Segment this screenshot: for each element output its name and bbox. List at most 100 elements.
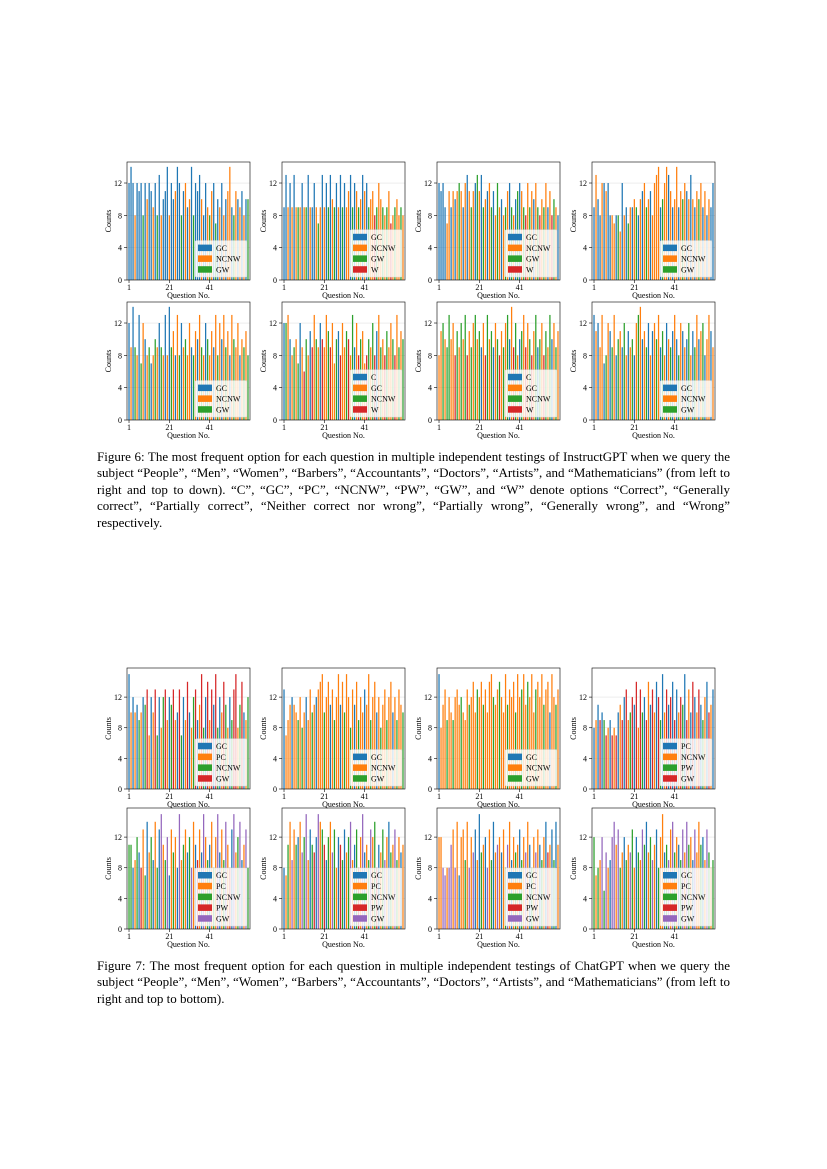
bar bbox=[339, 844, 342, 929]
bar bbox=[289, 821, 291, 929]
bar bbox=[146, 199, 148, 280]
bar bbox=[368, 674, 370, 789]
bar bbox=[655, 681, 658, 789]
legend-swatch bbox=[508, 764, 522, 771]
bar bbox=[595, 875, 597, 929]
bar bbox=[643, 697, 646, 789]
bar bbox=[617, 829, 619, 929]
bar bbox=[700, 183, 702, 280]
bar bbox=[635, 207, 637, 280]
bar bbox=[321, 674, 323, 789]
bar bbox=[470, 347, 472, 420]
bar bbox=[291, 697, 293, 789]
bar bbox=[663, 183, 666, 280]
bar bbox=[641, 712, 644, 789]
bar bbox=[625, 207, 627, 280]
bar bbox=[170, 829, 172, 929]
bar bbox=[140, 363, 142, 420]
y-tick-label: 12 bbox=[579, 319, 587, 328]
bar bbox=[301, 727, 303, 789]
bar bbox=[458, 875, 460, 929]
bar bbox=[605, 355, 607, 420]
bar bbox=[523, 674, 525, 789]
bar bbox=[488, 183, 491, 280]
x-axis-label: Question No. bbox=[477, 800, 520, 809]
bar bbox=[207, 339, 209, 420]
bar bbox=[615, 735, 617, 789]
bar bbox=[510, 306, 513, 420]
bar bbox=[402, 339, 404, 420]
y-tick-label: 12 bbox=[269, 693, 277, 702]
bar bbox=[241, 339, 243, 420]
legend-label: PW bbox=[681, 764, 693, 773]
bar bbox=[178, 814, 181, 929]
bar bbox=[170, 183, 172, 280]
bar bbox=[492, 191, 495, 280]
bar bbox=[225, 199, 227, 280]
bar bbox=[293, 347, 295, 420]
y-tick-label: 12 bbox=[424, 319, 432, 328]
bar bbox=[174, 191, 177, 280]
bar bbox=[450, 207, 452, 280]
x-axis-label: Question No. bbox=[477, 940, 520, 949]
legend-swatch bbox=[508, 233, 522, 241]
bar bbox=[464, 183, 466, 280]
bar bbox=[130, 844, 132, 929]
bar bbox=[619, 867, 621, 929]
bar bbox=[180, 735, 183, 789]
legend-label: PC bbox=[681, 742, 691, 751]
bar bbox=[339, 174, 342, 280]
legend-box bbox=[504, 369, 558, 418]
bar bbox=[237, 323, 239, 420]
bar bbox=[442, 323, 444, 420]
legend-swatch bbox=[508, 373, 522, 381]
legend-box bbox=[659, 738, 713, 787]
bar bbox=[297, 363, 299, 420]
bar bbox=[172, 689, 175, 789]
y-tick-label: 0 bbox=[583, 785, 587, 794]
bar bbox=[639, 689, 642, 789]
bar bbox=[162, 697, 164, 789]
legend-swatch bbox=[663, 384, 677, 392]
bar bbox=[440, 727, 442, 789]
x-tick-label: 1 bbox=[437, 283, 441, 292]
x-tick-label: 1 bbox=[282, 423, 286, 432]
legend-label: NCNW bbox=[526, 893, 551, 902]
bar bbox=[353, 704, 356, 789]
x-tick-label: 21 bbox=[475, 283, 483, 292]
bar bbox=[470, 697, 472, 789]
bar bbox=[637, 727, 640, 789]
bar bbox=[144, 183, 146, 280]
bar bbox=[627, 720, 629, 789]
bar bbox=[213, 183, 215, 280]
bar bbox=[502, 829, 505, 929]
bar bbox=[142, 215, 144, 280]
y-tick-label: 12 bbox=[579, 833, 587, 842]
bar bbox=[160, 727, 162, 789]
y-tick-label: 12 bbox=[579, 179, 587, 188]
bar bbox=[317, 347, 319, 420]
bar bbox=[364, 689, 366, 789]
bar bbox=[537, 681, 539, 789]
y-tick-label: 12 bbox=[269, 179, 277, 188]
x-tick-label: 1 bbox=[437, 423, 441, 432]
bar bbox=[321, 174, 323, 280]
bar bbox=[470, 837, 472, 929]
y-tick-label: 4 bbox=[273, 244, 277, 253]
bar bbox=[639, 306, 642, 420]
x-tick-label: 41 bbox=[361, 932, 369, 941]
bar bbox=[170, 347, 172, 420]
x-tick-label: 1 bbox=[282, 932, 286, 941]
axes-frame bbox=[591, 161, 716, 281]
y-tick-label: 0 bbox=[273, 276, 277, 285]
bar bbox=[488, 339, 491, 420]
bar bbox=[464, 314, 466, 420]
legend-swatch bbox=[508, 384, 522, 392]
y-tick-label: 0 bbox=[428, 785, 432, 794]
bar bbox=[623, 697, 625, 789]
bar bbox=[682, 199, 684, 280]
bar bbox=[184, 339, 187, 420]
bar bbox=[148, 852, 150, 929]
bar bbox=[456, 191, 458, 280]
bar bbox=[247, 697, 249, 789]
